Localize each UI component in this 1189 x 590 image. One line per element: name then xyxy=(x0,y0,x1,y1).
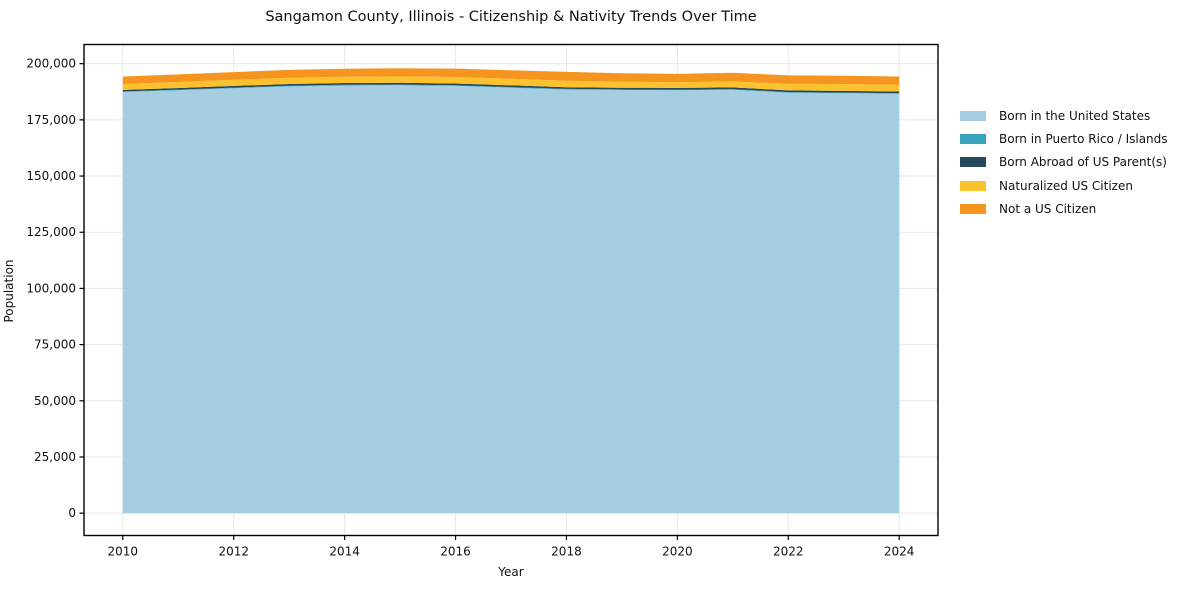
legend-item: Born in Puerto Rico / Islands xyxy=(960,127,1168,150)
plot-border xyxy=(83,43,939,537)
legend-label: Not a US Citizen xyxy=(999,202,1097,217)
y-tick-label: 200,000 xyxy=(26,57,76,71)
chart-title: Sangamon County, Illinois - Citizenship … xyxy=(265,9,757,25)
legend-swatch-puerto-rico xyxy=(960,134,986,145)
area-born-in-the-united-states xyxy=(122,85,900,514)
y-tick-label: 175,000 xyxy=(26,113,76,127)
legend-label: Naturalized US Citizen xyxy=(999,178,1133,193)
area-naturalized-us-citizen xyxy=(122,76,900,92)
legend-label: Born Abroad of US Parent(s) xyxy=(999,155,1167,170)
y-tick-label: 0 xyxy=(68,506,76,520)
y-tick-label: 25,000 xyxy=(34,450,76,464)
legend-label: Born in Puerto Rico / Islands xyxy=(999,132,1168,147)
legend-swatch-born-abroad xyxy=(960,157,986,168)
legend-item: Naturalized US Citizen xyxy=(960,174,1168,197)
y-tick-label: 150,000 xyxy=(26,169,76,183)
area-born-abroad-of-us-parent-s- xyxy=(122,82,900,94)
y-tick-label: 100,000 xyxy=(26,281,76,295)
x-tick-label: 2010 xyxy=(108,545,139,559)
y-tick-label: 75,000 xyxy=(34,338,76,352)
x-tick-label: 2022 xyxy=(773,545,804,559)
x-tick-label: 2012 xyxy=(218,545,249,559)
legend-swatch-born-us xyxy=(960,110,986,121)
y-tick-label: 125,000 xyxy=(26,225,76,239)
x-tick-label: 2020 xyxy=(662,545,693,559)
legend: Born in the United States Born in Puerto… xyxy=(960,104,1168,221)
legend-item: Born in the United States xyxy=(960,104,1168,127)
x-tick-label: 2014 xyxy=(329,545,360,559)
x-axis-label: Year xyxy=(498,565,524,579)
legend-swatch-not-citizen xyxy=(960,204,986,215)
x-tick-label: 2018 xyxy=(551,545,582,559)
x-tick-label: 2016 xyxy=(440,545,471,559)
legend-swatch-naturalized xyxy=(960,180,986,191)
legend-item: Not a US Citizen xyxy=(960,198,1168,221)
legend-item: Born Abroad of US Parent(s) xyxy=(960,151,1168,174)
area-not-a-us-citizen xyxy=(122,68,900,85)
area-born-in-puerto-rico-islands xyxy=(122,84,900,94)
y-tick-label: 50,000 xyxy=(34,394,76,408)
x-tick-label: 2024 xyxy=(884,545,915,559)
y-axis-label: Population xyxy=(2,259,16,323)
legend-label: Born in the United States xyxy=(999,108,1151,123)
